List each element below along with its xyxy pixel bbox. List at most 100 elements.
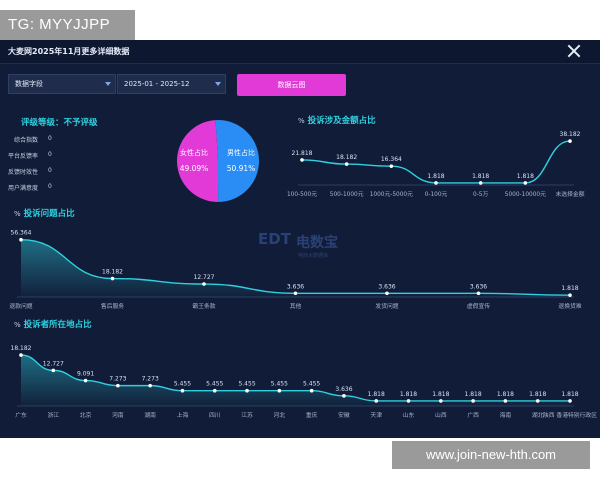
issue-data-label: 56.364	[11, 230, 32, 237]
issue-tick-label: 虚假宣传	[467, 302, 490, 310]
region-data-label: 7.273	[109, 376, 126, 383]
region-line	[20, 354, 570, 402]
region-point	[51, 368, 56, 373]
region-unit: %	[14, 321, 21, 329]
region-point	[471, 399, 475, 403]
amount-data-label: 1.818	[427, 173, 444, 180]
watermark-brand: 电数宝	[296, 235, 338, 251]
pie-label: 男性占比	[227, 148, 255, 157]
charts-canvas: 女性占比 49.09% 男性占比 50.91% 21.818 100-500元 18.182…	[9, 119, 597, 419]
region-point	[83, 378, 88, 383]
region-point	[374, 399, 379, 403]
chevron-down-icon	[105, 82, 111, 86]
region-data-label: 3.636	[335, 386, 352, 393]
amount-tick-label: 未选择金额	[556, 190, 585, 198]
date-range-select[interactable]: 2025-01 - 2025-12	[117, 74, 226, 94]
region-area	[21, 355, 570, 406]
region-data-label: 1.818	[465, 391, 482, 398]
pie-label: 女性占比	[180, 148, 208, 157]
issue-tick-label: 退款问题	[9, 302, 32, 310]
watermark-logo: EDT	[258, 230, 291, 248]
rating-value: 0	[48, 167, 52, 174]
amount-data-label: 1.818	[517, 173, 534, 180]
region-data-label: 1.818	[432, 391, 449, 398]
region-point	[212, 388, 217, 393]
region-tick-label: 广东	[15, 411, 27, 419]
issue-data-label: 3.636	[470, 283, 487, 290]
issue-area	[21, 239, 570, 297]
issue-tick-label: 退换货难	[558, 302, 581, 310]
issue-tick-label: 其他	[290, 302, 302, 310]
region-point	[406, 399, 411, 403]
issue-tick-label: 售后服务	[101, 302, 124, 310]
amount-tick-label: 500-1000元	[330, 191, 364, 198]
region-data-label: 5.455	[238, 381, 255, 388]
region-data-label: 18.182	[11, 345, 32, 352]
region-tick-label: 重庆	[306, 411, 318, 419]
region-point	[148, 383, 152, 388]
region-point	[309, 388, 314, 393]
amount-tick-label: 100-500元	[287, 191, 317, 198]
amount-tick-label: 1000元-5000元	[370, 191, 413, 198]
tg-badge: TG: MYYJJPP	[0, 10, 135, 40]
issue-point	[476, 291, 481, 296]
amount-point	[523, 181, 528, 185]
region-point	[180, 388, 185, 393]
issue-data-label: 1.818	[561, 285, 578, 292]
panel-title: 大麦网2025年11月更多详细数据	[8, 47, 130, 56]
region-tick-label: 湖北	[532, 411, 544, 419]
region-tick-label: 上海	[177, 411, 189, 419]
amount-data-label: 16.364	[381, 156, 402, 163]
issue-point	[202, 282, 206, 286]
region-chart-title: % 投诉者所在地占比	[14, 318, 92, 330]
data-cloud-button[interactable]: 数据云图	[237, 74, 346, 96]
region-data-label: 9.091	[77, 371, 94, 378]
amount-tick-label: 0-5万	[473, 191, 488, 198]
amount-point	[568, 139, 572, 143]
region-tick-label: 河南	[112, 411, 124, 419]
region-data-label: 5.455	[271, 381, 288, 388]
region-tick-label: 河北	[274, 411, 286, 419]
issue-tick-label: 霸王条款	[192, 302, 215, 310]
rating-label: 用户满意度	[8, 185, 39, 192]
region-data-label: 1.818	[497, 391, 514, 398]
issue-title: 投诉问题占比	[23, 209, 75, 219]
amount-point	[344, 162, 349, 166]
rating-label: 平台反馈率	[8, 153, 39, 160]
region-data-label: 1.818	[529, 391, 546, 398]
region-point	[342, 394, 346, 398]
region-tick-label: 海南	[500, 411, 512, 419]
pie-slice	[215, 119, 260, 202]
issue-point	[385, 291, 389, 296]
region-tick-label: 四川	[209, 412, 221, 419]
url-badge: www.join-new-hth.com	[392, 441, 590, 469]
amount-title: 投诉涉及金额占比	[307, 116, 376, 126]
rating-label: 综合指数	[14, 137, 39, 144]
region-data-label: 1.818	[561, 391, 578, 398]
region-tick-label: 陕西 香港特别行政区	[543, 411, 597, 419]
region-tick-label: 北京	[80, 411, 92, 419]
issue-point	[110, 276, 115, 281]
amount-point	[434, 181, 438, 185]
field-select[interactable]: 数据字段	[8, 74, 116, 94]
rating-value: 0	[48, 151, 52, 158]
amount-data-label: 18.182	[336, 154, 357, 161]
amount-tick-label: 5000-10000元	[505, 191, 546, 198]
region-data-label: 5.455	[206, 381, 223, 388]
rating-title: 评级等级：不予评级	[21, 118, 98, 128]
region-data-label: 1.818	[400, 391, 417, 398]
region-title: 投诉者所在地占比	[23, 320, 92, 330]
amount-unit: %	[298, 117, 305, 125]
amount-point	[389, 164, 394, 168]
issue-point	[568, 293, 572, 297]
issue-chart-title: % 投诉问题占比	[14, 207, 75, 219]
issue-point	[19, 237, 23, 242]
region-tick-label: 江苏	[241, 411, 253, 419]
amount-data-label: 1.818	[472, 173, 489, 180]
region-data-label: 1.818	[368, 391, 385, 398]
issue-data-label: 3.636	[378, 283, 395, 290]
rating-value: 0	[48, 183, 52, 190]
region-point	[439, 399, 443, 403]
region-tick-label: 广西	[467, 411, 479, 419]
region-point	[503, 399, 508, 403]
